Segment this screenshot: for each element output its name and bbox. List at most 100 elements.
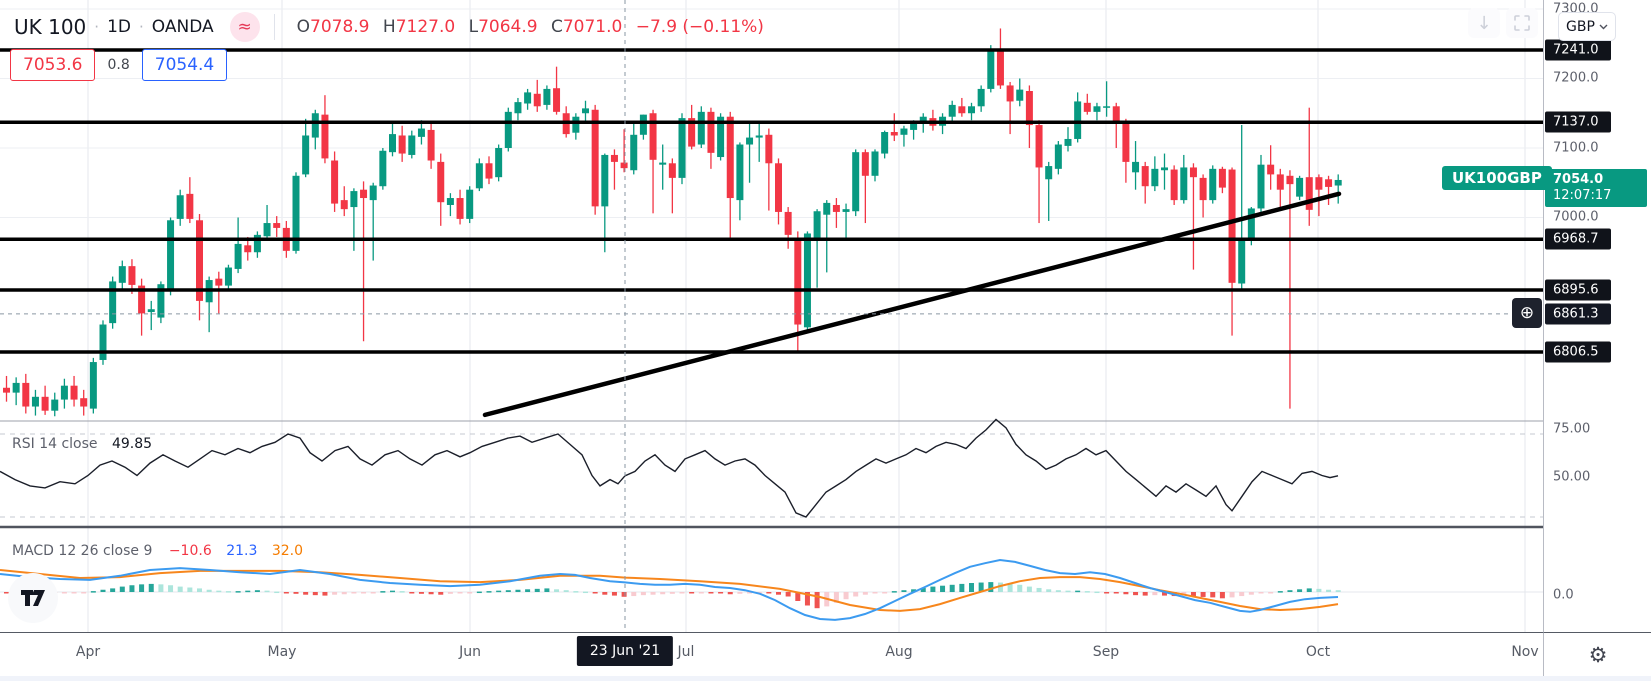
- price-level-badge: 7241.0: [1545, 39, 1611, 61]
- macd-histogram-bar: [679, 592, 685, 594]
- candle-body: [167, 220, 175, 291]
- tradingview-logo-icon: [21, 590, 45, 606]
- market-status-icon[interactable]: ≈: [229, 12, 260, 42]
- sell-bid-button[interactable]: 7053.6: [10, 49, 96, 81]
- candle-body: [948, 104, 956, 117]
- candle-body: [1334, 179, 1342, 186]
- price-axis[interactable]: 7300.0 7200.0 7100.0 7000.0 75.00 50.00 0.0 724…: [1543, 0, 1651, 632]
- candle-body: [12, 382, 20, 393]
- crosshair-add-order-button[interactable]: ⊕: [1512, 298, 1542, 328]
- time-axis[interactable]: Apr May Jun Jul Aug Sep Oct Nov 23 Jun '21: [0, 632, 1651, 677]
- candle-body: [968, 106, 975, 114]
- download-icon: ↓: [1476, 12, 1492, 34]
- macd-histogram-bar: [621, 592, 627, 597]
- macd-histogram-bar: [351, 592, 357, 594]
- candle-body: [3, 387, 10, 393]
- low-label: L: [468, 17, 479, 37]
- macd-histogram-bar: [139, 584, 145, 592]
- price-axis-label: 7200.0: [1553, 70, 1599, 86]
- macd-hist-value: −10.6: [168, 543, 212, 559]
- macd-histogram-bar: [274, 591, 280, 594]
- macd-histogram-bar: [718, 592, 724, 594]
- candle-body: [495, 147, 503, 178]
- macd-histogram-bar: [1248, 592, 1254, 595]
- time-axis-month-label: Oct: [1305, 644, 1331, 660]
- macd-histogram-bar: [747, 592, 753, 594]
- candle-body: [1315, 177, 1323, 190]
- macd-histogram-bar: [1277, 591, 1283, 593]
- macd-histogram-bar: [583, 591, 588, 594]
- candle-body: [958, 106, 966, 114]
- macd-histogram-bar: [1297, 589, 1303, 592]
- macd-histogram-bar: [197, 588, 202, 592]
- candle-body: [881, 132, 889, 154]
- macd-histogram-bar: [206, 589, 212, 592]
- candle-body: [1006, 85, 1014, 102]
- candle-body: [987, 49, 995, 89]
- macd-histogram-bar: [322, 592, 328, 596]
- candle-body: [1112, 106, 1120, 121]
- candle-body: [794, 238, 802, 325]
- macd-histogram-bar: [592, 592, 598, 594]
- candle-body: [292, 175, 300, 251]
- interval-label[interactable]: 1D: [107, 17, 131, 37]
- macd-histogram-bar: [1335, 590, 1341, 592]
- high-label: H: [382, 17, 396, 37]
- candle-body: [417, 128, 425, 137]
- candle-body: [717, 116, 725, 158]
- currency-dropdown[interactable]: GBP: [1558, 12, 1616, 41]
- price-level-badge: 7137.0: [1545, 111, 1611, 133]
- candle-body: [813, 211, 821, 239]
- macd-histogram-bar: [959, 583, 965, 592]
- exchange-label[interactable]: OANDA: [151, 17, 214, 37]
- candle-body: [842, 209, 850, 212]
- countdown-timer: 12:07:17: [1553, 187, 1612, 203]
- candle-body: [514, 102, 522, 114]
- candle-body: [649, 113, 657, 160]
- macd-histogram-bar: [930, 586, 936, 592]
- symbol-title[interactable]: UK 100: [14, 15, 87, 39]
- candle-body: [157, 284, 165, 318]
- candle-body: [1151, 168, 1159, 187]
- macd-histogram-bar: [71, 592, 77, 594]
- legend-separator-dot: ·: [94, 18, 100, 36]
- candle-body: [253, 234, 261, 253]
- macd-histogram-bar: [399, 591, 405, 593]
- candle-body: [1228, 169, 1236, 283]
- candle-body: [1025, 91, 1033, 126]
- time-axis-month-label: Nov: [1511, 644, 1539, 660]
- change-value: −7.9 (−0.11%): [635, 17, 764, 37]
- candle-body: [1305, 177, 1313, 210]
- macd-histogram-bar: [785, 592, 791, 597]
- macd-histogram-bar: [891, 591, 897, 593]
- candle-body: [215, 278, 223, 286]
- tradingview-logo[interactable]: [8, 573, 58, 623]
- axis-settings-corner[interactable]: ⚙: [1543, 632, 1651, 677]
- macd-histogram-bar: [61, 592, 67, 594]
- candle-body: [572, 116, 580, 133]
- download-button[interactable]: ↓: [1468, 8, 1500, 38]
- candle-body: [784, 211, 792, 235]
- macd-histogram-bar: [332, 592, 338, 595]
- candle-body: [601, 154, 609, 207]
- candle-body: [1247, 208, 1255, 240]
- macd-histogram-bar: [872, 592, 878, 594]
- macd-histogram-bar: [168, 585, 174, 592]
- macd-histogram-bar: [689, 592, 695, 594]
- rsi-value: 49.85: [111, 436, 153, 452]
- buy-ask-button[interactable]: 7054.4: [141, 49, 228, 81]
- candle-body: [1296, 177, 1304, 197]
- macd-histogram-bar: [882, 592, 888, 594]
- macd-legend[interactable]: MACD 12 26 close 9 −10.6 21.3 32.0: [12, 543, 303, 559]
- candle-body: [398, 135, 406, 154]
- candle-body: [176, 195, 184, 219]
- candle-body: [427, 129, 435, 161]
- macd-histogram-bar: [312, 592, 318, 596]
- trend-line[interactable]: [482, 191, 1342, 418]
- fullscreen-button[interactable]: [1506, 8, 1538, 38]
- candle-body: [196, 220, 203, 301]
- candle-body: [446, 198, 454, 205]
- rsi-legend[interactable]: RSI 14 close 49.85: [12, 436, 152, 452]
- symbol-price-tag: UK100GBP: [1442, 166, 1552, 190]
